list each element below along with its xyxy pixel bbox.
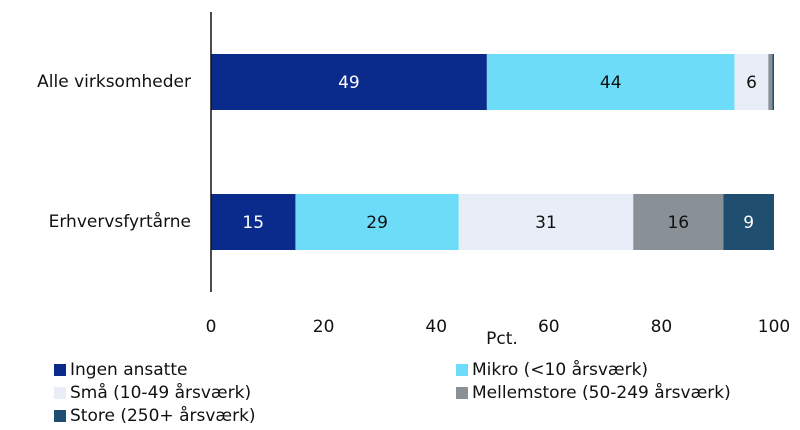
data-label: 9 xyxy=(743,213,754,233)
x-tick-labels: 0 20 40 60 80 100 xyxy=(206,317,791,337)
bar-segment xyxy=(772,54,774,110)
data-label: 31 xyxy=(535,213,557,233)
bar-segment xyxy=(768,54,773,110)
x-tick-label: 40 xyxy=(425,317,447,337)
bar-segment xyxy=(211,194,296,250)
bar-segment xyxy=(458,194,634,250)
data-label: 6 xyxy=(746,73,757,93)
bar-segment xyxy=(633,194,724,250)
data-label: 44 xyxy=(600,73,622,93)
data-label: 49 xyxy=(338,73,360,93)
x-tick-label: 100 xyxy=(758,317,790,337)
x-tick-label: 60 xyxy=(538,317,560,337)
data-label: 16 xyxy=(667,213,689,233)
x-axis-title: Pct. xyxy=(486,329,518,349)
bar-segment xyxy=(211,54,487,110)
x-tick-label: 20 xyxy=(313,317,335,337)
bars-layer: 49 44 6 15 29 31 16 9 xyxy=(211,54,774,250)
data-label: 15 xyxy=(242,213,264,233)
bar-segment xyxy=(734,54,769,110)
data-label: 29 xyxy=(366,213,388,233)
bar-segment xyxy=(723,194,774,250)
category-label-alle: Alle virksomheder xyxy=(37,72,191,92)
bar-segment xyxy=(486,54,735,110)
x-tick-label: 80 xyxy=(651,317,673,337)
category-labels: Alle virksomheder Erhvervsfyrtårne xyxy=(37,72,191,232)
bar-segment xyxy=(295,194,459,250)
category-label-erhvervsfyrtaarne: Erhvervsfyrtårne xyxy=(49,211,191,232)
x-tick-label: 0 xyxy=(206,317,217,337)
